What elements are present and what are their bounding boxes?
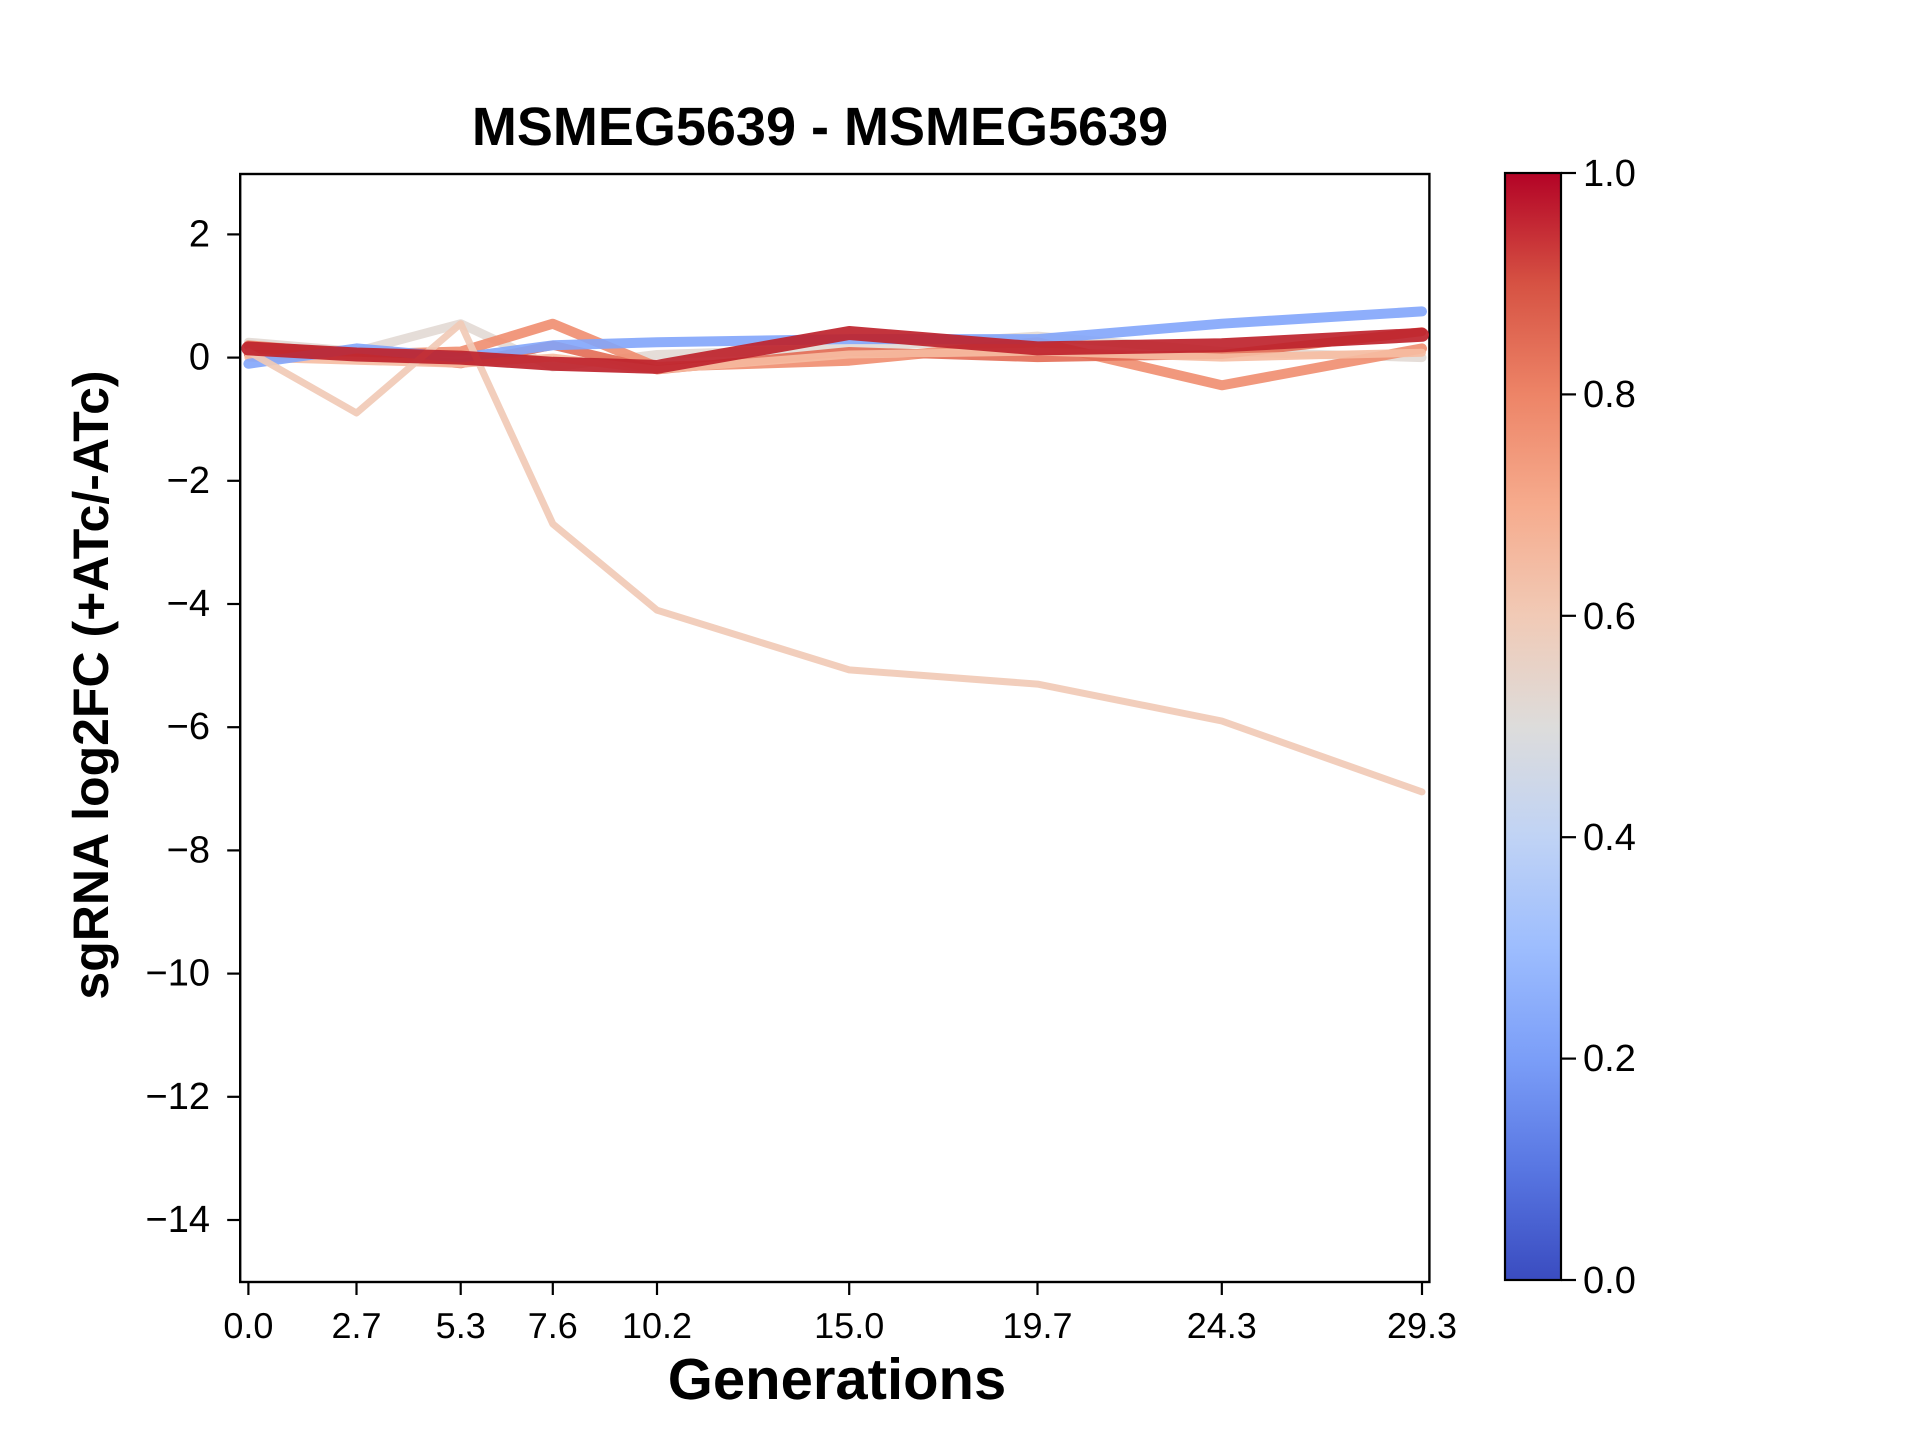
- svg-text:−14: −14: [146, 1199, 210, 1241]
- svg-text:10.2: 10.2: [622, 1305, 692, 1346]
- svg-text:−6: −6: [167, 706, 210, 748]
- svg-text:−12: −12: [146, 1076, 210, 1118]
- svg-text:MSMEG5639 - MSMEG5639: MSMEG5639 - MSMEG5639: [472, 97, 1168, 157]
- svg-text:24.3: 24.3: [1187, 1305, 1257, 1346]
- svg-text:−10: −10: [146, 953, 210, 995]
- svg-text:5.3: 5.3: [436, 1305, 486, 1346]
- svg-text:0.6: 0.6: [1583, 596, 1636, 638]
- svg-text:19.7: 19.7: [1002, 1305, 1072, 1346]
- svg-text:0.2: 0.2: [1583, 1038, 1636, 1080]
- svg-text:Generations: Generations: [668, 1347, 1006, 1412]
- svg-text:2: 2: [189, 213, 210, 255]
- svg-text:0.0: 0.0: [223, 1305, 273, 1346]
- svg-text:sgRNA log2FC (+ATc/-ATc): sgRNA log2FC (+ATc/-ATc): [63, 370, 119, 999]
- svg-text:2.7: 2.7: [331, 1305, 381, 1346]
- svg-text:0.0: 0.0: [1583, 1260, 1636, 1302]
- svg-text:0: 0: [189, 337, 210, 379]
- svg-text:−2: −2: [167, 460, 210, 502]
- svg-text:15.0: 15.0: [814, 1305, 884, 1346]
- svg-text:7.6: 7.6: [528, 1305, 578, 1346]
- svg-text:−4: −4: [167, 583, 210, 625]
- svg-text:1.0: 1.0: [1583, 153, 1636, 195]
- svg-text:−8: −8: [167, 829, 210, 871]
- svg-text:0.4: 0.4: [1583, 817, 1636, 859]
- svg-text:29.3: 29.3: [1387, 1305, 1457, 1346]
- svg-text:0.8: 0.8: [1583, 374, 1636, 416]
